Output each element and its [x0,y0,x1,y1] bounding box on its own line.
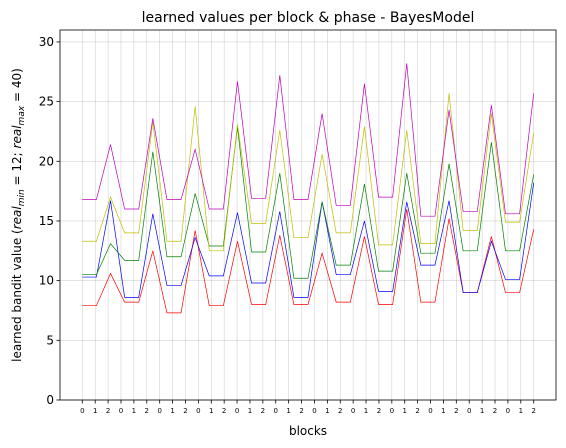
x-tick-label: 0 [80,407,84,415]
y-axis-label: learned bandit value (realmin = 12; real… [10,68,27,362]
x-tick-label: 2 [493,407,497,415]
x-tick-label: 2 [261,407,265,415]
x-tick-label: 2 [145,407,149,415]
y-tick-label: 0 [46,393,54,407]
x-tick-label: 2 [299,407,303,415]
x-tick-label: 1 [402,407,406,415]
x-tick-label: 1 [480,407,484,415]
y-tick-label: 25 [39,95,54,109]
x-tick-label: 1 [248,407,252,415]
y-tick-label: 30 [39,35,54,49]
y-axis-label-prefix: learned bandit value ( [10,229,24,362]
y-tick-label: 15 [39,214,54,228]
y-tick-label: 5 [46,333,54,347]
x-tick-label: 0 [506,407,510,415]
x-tick-label: 2 [377,407,381,415]
x-tick-label: 0 [119,407,123,415]
chart-title: learned values per block & phase - Bayes… [142,10,475,26]
x-tick-label: 1 [132,407,136,415]
x-tick-label: 0 [157,407,161,415]
x-tick-label: 2 [106,407,110,415]
x-tick-label: 1 [325,407,329,415]
x-tick-label: 2 [222,407,226,415]
y-tick-label: 10 [39,274,54,288]
y-axis: 0 5 10 15 20 25 30 [39,35,60,407]
y-axis-label-math-2: real [10,125,24,149]
x-tick-label: 0 [351,407,355,415]
series-line-4 [82,93,535,252]
x-tick-label: 2 [531,407,535,415]
series-line-3 [82,126,535,279]
x-tick-label: 0 [467,407,471,415]
x-tick-label: 2 [338,407,342,415]
x-tick-label: 2 [454,407,458,415]
x-tick-label: 0 [428,407,432,415]
x-tick-label: 2 [415,407,419,415]
x-tick-label: 1 [93,407,97,415]
x-axis-label: blocks [289,424,327,438]
grid-layer [60,30,556,401]
x-tick-label: 1 [441,407,445,415]
y-axis-label-eq-2: = 40) [10,68,24,106]
x-tick-label: 2 [183,407,187,415]
x-tick-label: 1 [286,407,290,415]
y-axis-label-math-1: real [10,206,24,230]
y-axis-label-sub-1: min [17,189,27,206]
y-tick-label: 20 [39,154,54,168]
x-tick-label: 1 [364,407,368,415]
series-line-1 [82,208,535,314]
x-tick-label: 0 [312,407,316,415]
x-tick-label: 1 [519,407,523,415]
x-tick-label: 0 [235,407,239,415]
y-axis-label-sub-2: max [17,105,27,125]
series-layer [82,63,535,314]
y-axis-label-eq-1: = 12; [10,148,24,189]
x-tick-label: 0 [274,407,278,415]
x-tick-label: 1 [209,407,213,415]
series-line-5 [82,63,535,217]
x-tick-label: 0 [196,407,200,415]
x-tick-label: 0 [390,407,394,415]
plot-frame [59,29,557,401]
x-tick-label: 1 [170,407,174,415]
series-line-2 [82,182,535,298]
